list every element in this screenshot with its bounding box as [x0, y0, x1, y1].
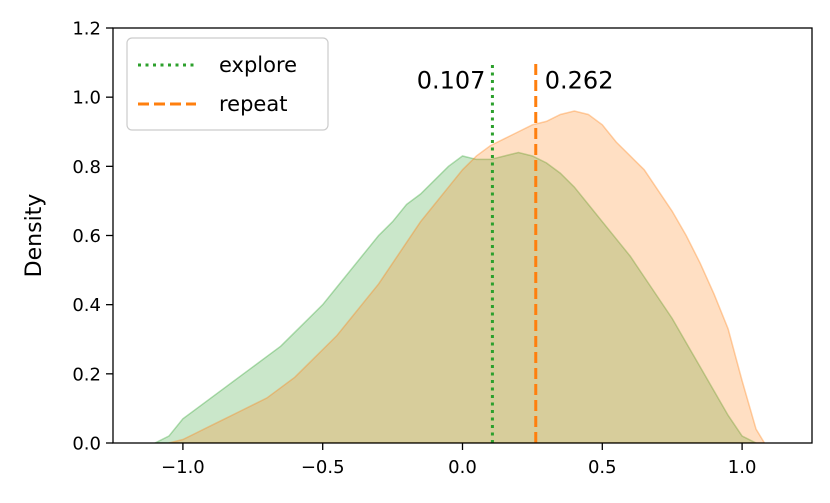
x-tick-label: −1.0	[161, 457, 205, 478]
y-tick-label: 1.0	[72, 88, 101, 109]
y-axis-label: Density	[22, 194, 47, 278]
x-tick-label: 1.0	[728, 457, 757, 478]
axes: −1.0 −0.5 0.0 0.5 1.0 0.0 0.2 0.4 0.6 0.8 1.0 1.2 De…	[22, 19, 813, 478]
y-tick-label: 0.8	[72, 157, 101, 178]
y-tick-label: 0.0	[72, 434, 101, 455]
explore-mean-label: 0.107	[417, 67, 486, 95]
explore-legend-label: explore	[219, 53, 297, 77]
repeat-density-area	[168, 110, 766, 443]
y-tick-label: 0.4	[72, 295, 101, 316]
mean-annotations: 0.107 0.262	[417, 67, 614, 95]
repeat-mean-label: 0.262	[545, 67, 614, 95]
mean-lines	[490, 62, 538, 443]
repeat-legend-label: repeat	[219, 92, 287, 116]
legend-box	[126, 37, 329, 131]
x-tick-label: 0.5	[588, 457, 617, 478]
y-tick-label: 1.2	[72, 19, 101, 40]
y-tick-label: 0.6	[72, 226, 101, 247]
plot-area	[154, 110, 766, 443]
legend: explore repeat	[126, 37, 329, 131]
x-tick-label: 0.0	[448, 457, 477, 478]
explore-density-area	[154, 151, 757, 443]
x-tick-label: −0.5	[301, 457, 345, 478]
y-tick-label: 0.2	[72, 364, 101, 385]
